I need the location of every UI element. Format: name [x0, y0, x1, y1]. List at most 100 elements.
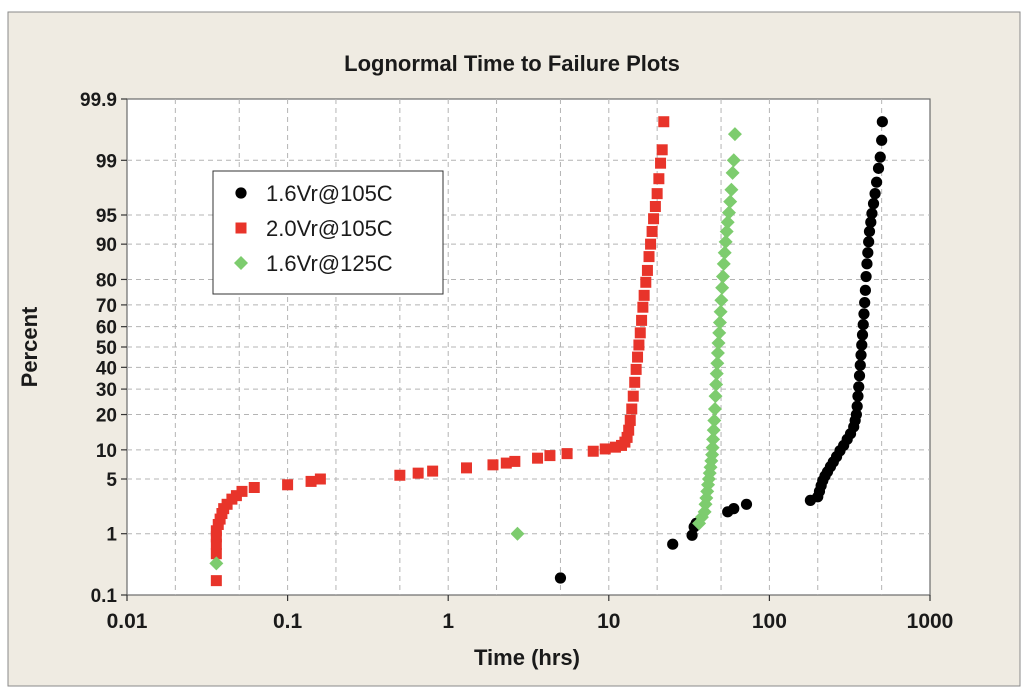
- y-tick-label: 40: [96, 358, 117, 379]
- data-point: [509, 455, 521, 467]
- legend-box: [212, 170, 444, 295]
- data-point: [210, 575, 222, 587]
- data-point: [641, 264, 653, 276]
- data-point: [710, 356, 725, 371]
- data-point: [870, 176, 883, 188]
- x-tick-label: 1: [442, 610, 454, 633]
- data-point: [627, 390, 639, 402]
- y-tick-label: 95: [96, 206, 118, 227]
- data-point: [859, 296, 871, 309]
- y-tick-label: 5: [106, 470, 117, 491]
- y-tick-label: 30: [96, 380, 117, 401]
- data-point: [645, 238, 657, 250]
- data-point: [874, 151, 886, 163]
- data-point: [712, 315, 727, 330]
- data-point: [230, 490, 242, 502]
- data-point: [282, 479, 294, 491]
- data-point: [651, 188, 663, 200]
- y-tick-label: 80: [96, 270, 117, 291]
- data-point: [643, 251, 655, 263]
- data-point: [876, 116, 888, 128]
- data-point: [636, 314, 648, 326]
- data-point: [561, 448, 573, 460]
- data-point: [876, 134, 888, 146]
- data-point: [510, 526, 525, 541]
- data-point: [634, 327, 646, 339]
- data-point: [861, 258, 873, 270]
- data-point: [656, 144, 668, 156]
- data-point: [721, 205, 736, 220]
- data-point: [427, 465, 439, 477]
- series-diamond: [209, 127, 742, 571]
- x-axis-label: Time (hrs): [474, 645, 580, 670]
- data-point: [646, 225, 658, 237]
- data-point: [648, 213, 660, 225]
- data-point: [711, 335, 726, 350]
- data-point: [248, 481, 260, 493]
- data-point: [210, 538, 222, 550]
- data-point: [858, 308, 870, 320]
- data-point: [853, 381, 865, 393]
- y-tick-label: 0.1: [91, 586, 118, 607]
- data-point: [412, 467, 424, 479]
- data-point: [632, 351, 644, 363]
- data-point: [850, 408, 862, 421]
- data-point: [637, 301, 649, 313]
- data-point: [852, 390, 864, 402]
- data-point: [236, 485, 248, 497]
- y-tick-label: 90: [96, 235, 117, 256]
- data-point: [686, 529, 698, 541]
- data-point: [865, 216, 877, 228]
- data-point: [209, 556, 224, 571]
- data-point: [629, 376, 641, 388]
- data-point: [715, 280, 730, 295]
- data-point: [728, 503, 740, 515]
- data-point: [653, 173, 665, 185]
- data-point: [714, 293, 729, 308]
- data-point: [724, 182, 739, 197]
- data-point: [705, 440, 720, 455]
- data-point: [866, 207, 878, 220]
- data-point: [210, 531, 222, 543]
- data-point: [856, 329, 869, 341]
- legend-marker: [235, 222, 247, 234]
- data-point: [532, 452, 544, 464]
- x-tick-label: 0.1: [273, 610, 303, 633]
- data-point: [649, 201, 661, 213]
- data-point: [709, 377, 724, 392]
- data-point: [723, 194, 738, 209]
- data-point: [706, 423, 721, 438]
- data-point: [626, 403, 638, 415]
- data-point: [706, 432, 721, 447]
- data-point: [855, 349, 867, 361]
- data-point: [717, 245, 732, 260]
- data-point: [609, 441, 621, 453]
- y-tick-label: 50: [96, 338, 117, 359]
- data-point: [867, 198, 880, 210]
- data-point: [500, 457, 512, 469]
- data-point: [394, 469, 406, 481]
- data-point: [860, 270, 872, 283]
- data-point: [863, 236, 875, 248]
- data-point: [544, 450, 556, 462]
- data-point: [716, 256, 731, 271]
- data-point: [726, 153, 741, 168]
- data-point: [854, 359, 866, 371]
- data-point: [487, 459, 499, 471]
- data-point: [707, 401, 722, 416]
- data-point: [859, 284, 871, 296]
- data-point: [554, 572, 567, 584]
- y-tick-label: 60: [96, 318, 117, 339]
- data-point: [719, 224, 734, 239]
- data-point: [862, 247, 874, 259]
- data-point: [710, 346, 725, 361]
- data-point: [713, 304, 728, 319]
- y-tick-label: 99: [96, 151, 117, 172]
- legend: 1.6Vr@105C 2.0Vr@105C 1.6Vr@125C: [212, 170, 444, 295]
- data-point: [587, 445, 599, 457]
- data-point: [740, 498, 753, 510]
- y-tick-label: 20: [96, 406, 117, 427]
